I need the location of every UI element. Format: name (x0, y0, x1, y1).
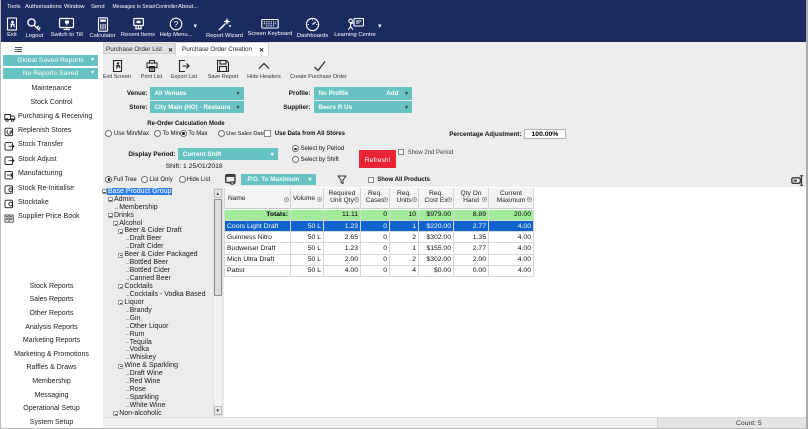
svg-text:?: ? (174, 19, 179, 29)
